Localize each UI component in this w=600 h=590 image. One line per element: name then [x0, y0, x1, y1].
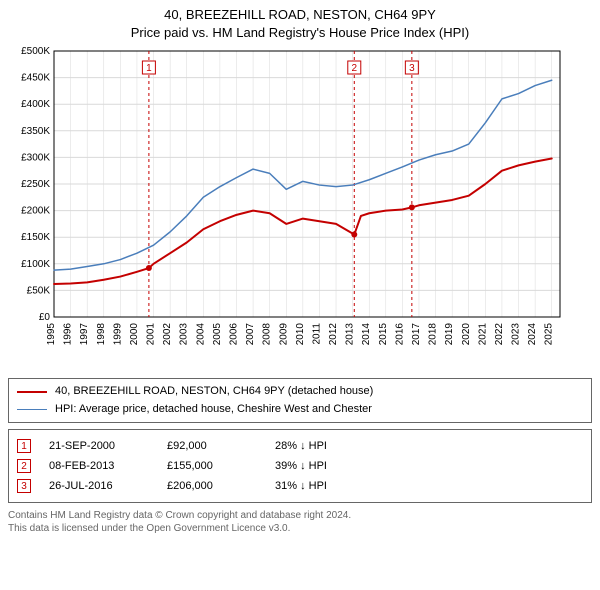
title-block: 40, BREEZEHILL ROAD, NESTON, CH64 9PY Pr…	[8, 6, 592, 41]
footnote: Contains HM Land Registry data © Crown c…	[8, 509, 592, 535]
transaction-row-marker: 3	[17, 479, 31, 493]
transaction-diff: 31% ↓ HPI	[275, 480, 385, 492]
transaction-row-marker: 2	[17, 459, 31, 473]
y-tick-label: £300K	[21, 152, 50, 163]
legend-item: HPI: Average price, detached house, Ches…	[17, 401, 583, 419]
transaction-marker-number: 2	[352, 63, 358, 74]
x-tick-label: 2020	[461, 323, 472, 346]
x-tick-label: 1998	[96, 323, 107, 346]
x-tick-label: 2003	[179, 323, 190, 346]
transactions-box: 1 21-SEP-2000 £92,000 28% ↓ HPI 2 08-FEB-2013…	[8, 429, 592, 503]
x-tick-label: 2012	[328, 323, 339, 346]
y-tick-label: £150K	[21, 232, 50, 243]
y-tick-label: £450K	[21, 73, 50, 84]
y-tick-label: £200K	[21, 206, 50, 217]
x-tick-label: 2004	[195, 323, 206, 346]
x-tick-label: 1999	[112, 323, 123, 346]
transaction-price: £206,000	[167, 480, 257, 492]
transaction-row: 2 08-FEB-2013 £155,000 39% ↓ HPI	[17, 456, 583, 476]
x-tick-label: 2021	[477, 323, 488, 346]
transaction-date: 26-JUL-2016	[49, 480, 149, 492]
footnote-line: This data is licensed under the Open Gov…	[8, 522, 592, 535]
x-tick-label: 2005	[212, 323, 223, 346]
x-tick-label: 2008	[262, 323, 273, 346]
x-tick-label: 2009	[278, 323, 289, 346]
transaction-price: £92,000	[167, 440, 257, 452]
transaction-marker-number: 3	[409, 63, 415, 74]
transaction-row: 3 26-JUL-2016 £206,000 31% ↓ HPI	[17, 476, 583, 496]
y-tick-label: £0	[39, 312, 51, 323]
transaction-marker-number: 1	[146, 63, 152, 74]
transaction-row: 1 21-SEP-2000 £92,000 28% ↓ HPI	[17, 436, 583, 456]
legend-box: 40, BREEZEHILL ROAD, NESTON, CH64 9PY (d…	[8, 378, 592, 423]
x-tick-label: 2014	[361, 323, 372, 346]
y-tick-label: £400K	[21, 99, 50, 110]
x-tick-label: 2024	[527, 323, 538, 346]
x-tick-label: 2010	[295, 323, 306, 346]
x-tick-label: 2011	[311, 323, 322, 345]
x-tick-label: 2002	[162, 323, 173, 346]
transaction-row-marker: 1	[17, 439, 31, 453]
transaction-dot	[409, 205, 415, 211]
x-tick-label: 2006	[228, 323, 239, 346]
y-tick-label: £100K	[21, 259, 50, 270]
x-tick-label: 2025	[544, 323, 555, 346]
x-tick-label: 2022	[494, 323, 505, 346]
x-tick-label: 2015	[378, 323, 389, 346]
transaction-diff: 39% ↓ HPI	[275, 460, 385, 472]
y-tick-label: £250K	[21, 179, 50, 190]
transaction-dot	[351, 232, 357, 238]
legend-swatch	[17, 409, 47, 410]
y-tick-label: £350K	[21, 126, 50, 137]
chart-area: £0 £50K £100K £150K £200K £250K £300K £350K £400…	[8, 45, 592, 370]
y-tick-label: £50K	[27, 285, 51, 296]
x-tick-label: 2023	[511, 323, 522, 346]
x-tick-label: 2013	[345, 323, 356, 346]
transaction-date: 08-FEB-2013	[49, 460, 149, 472]
figure-container: 40, BREEZEHILL ROAD, NESTON, CH64 9PY Pr…	[0, 0, 600, 539]
x-tick-label: 2000	[129, 323, 140, 346]
transaction-price: £155,000	[167, 460, 257, 472]
y-tick-label: £500K	[21, 46, 50, 57]
x-tick-label: 2018	[428, 323, 439, 346]
footnote-line: Contains HM Land Registry data © Crown c…	[8, 509, 592, 522]
x-tick-label: 2016	[394, 323, 405, 346]
chart-title: 40, BREEZEHILL ROAD, NESTON, CH64 9PY	[8, 6, 592, 24]
legend-swatch	[17, 391, 47, 393]
x-tick-label: 2007	[245, 323, 256, 346]
x-tick-label: 1997	[79, 323, 90, 346]
chart-svg: £0 £50K £100K £150K £200K £250K £300K £350K £400…	[8, 45, 568, 365]
legend-item: 40, BREEZEHILL ROAD, NESTON, CH64 9PY (d…	[17, 383, 583, 401]
x-tick-label: 2017	[411, 323, 422, 346]
chart-subtitle: Price paid vs. HM Land Registry's House …	[8, 24, 592, 42]
transaction-date: 21-SEP-2000	[49, 440, 149, 452]
x-tick-label: 2019	[444, 323, 455, 346]
legend-label: 40, BREEZEHILL ROAD, NESTON, CH64 9PY (d…	[55, 383, 373, 401]
x-tick-label: 1996	[63, 323, 74, 346]
transaction-diff: 28% ↓ HPI	[275, 440, 385, 452]
x-tick-label: 1995	[46, 323, 57, 346]
transaction-dot	[146, 265, 152, 271]
x-tick-label: 2001	[146, 323, 157, 346]
legend-label: HPI: Average price, detached house, Ches…	[55, 401, 372, 419]
